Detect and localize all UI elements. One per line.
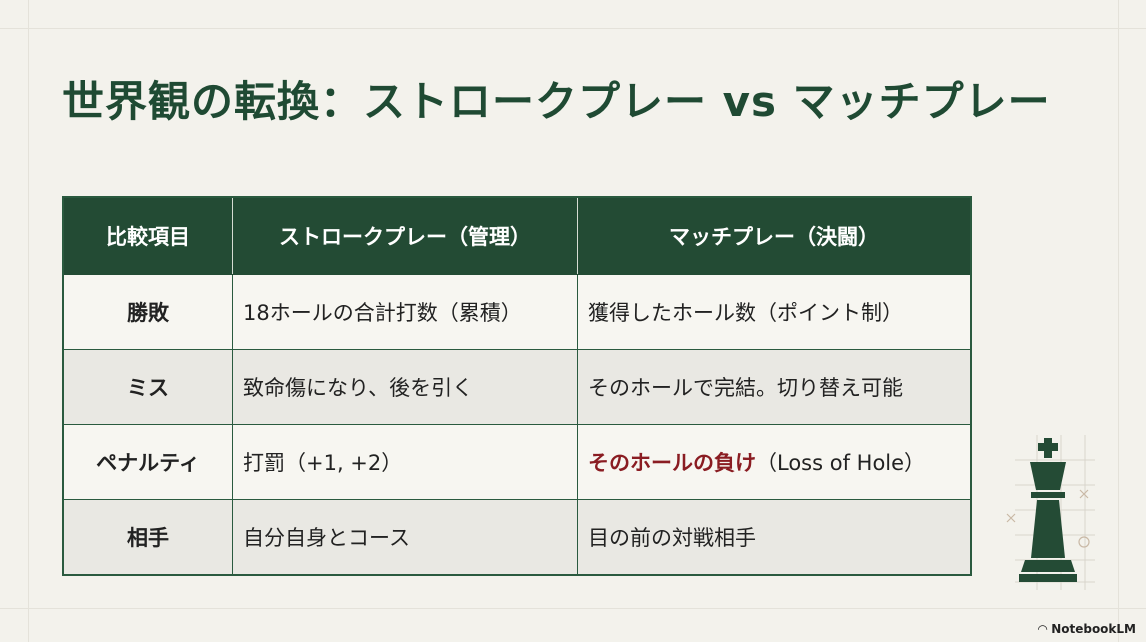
cell-item: ミス <box>62 349 233 425</box>
cell-match-note: （Loss of Hole） <box>756 451 926 475</box>
cell-stroke: 打罰（+1, +2） <box>232 424 578 500</box>
cell-match: 目の前の対戦相手 <box>577 499 972 576</box>
cell-item: 相手 <box>62 499 233 576</box>
cell-item: ペナルティ <box>62 424 233 500</box>
page-title: 世界観の転換：ストロークプレー vs マッチプレー <box>62 77 1051 126</box>
cell-stroke: 18ホールの合計打数（累積） <box>232 274 578 350</box>
header-match: マッチプレー（決闘） <box>577 196 972 275</box>
notebooklm-icon: ◠ <box>1037 622 1048 636</box>
table-row: ミス 致命傷になり、後を引く そのホールで完結。切り替え可能 <box>62 349 972 425</box>
header-stroke: ストロークプレー（管理） <box>232 196 578 275</box>
brand-logo: ◠ NotebookLM <box>1038 622 1136 636</box>
cell-item: 勝敗 <box>62 274 233 350</box>
table-row: 勝敗 18ホールの合計打数（累積） 獲得したホール数（ポイント制） <box>62 274 972 350</box>
table-header-row: 比較項目 ストロークプレー（管理） マッチプレー（決闘） <box>62 196 972 275</box>
chess-king-icon <box>1006 435 1095 590</box>
cell-stroke: 自分自身とコース <box>232 499 578 576</box>
grid-line <box>28 0 29 642</box>
table-row: ペナルティ 打罰（+1, +2） そのホールの負け（Loss of Hole） <box>62 424 972 500</box>
header-item: 比較項目 <box>62 196 233 275</box>
table-row: 相手 自分自身とコース 目の前の対戦相手 <box>62 499 972 576</box>
cell-match: 獲得したホール数（ポイント制） <box>577 274 972 350</box>
comparison-table: 比較項目 ストロークプレー（管理） マッチプレー（決闘） 勝敗 18ホールの合計… <box>62 196 972 576</box>
emphasis-text: そのホールの負け <box>588 451 756 475</box>
cell-match: そのホールの負け（Loss of Hole） <box>577 424 972 500</box>
grid-line <box>0 28 1146 29</box>
cell-stroke: 致命傷になり、後を引く <box>232 349 578 425</box>
grid-line <box>1118 0 1119 642</box>
grid-line <box>0 608 1146 609</box>
brand-name: NotebookLM <box>1051 622 1136 636</box>
cell-match: そのホールで完結。切り替え可能 <box>577 349 972 425</box>
